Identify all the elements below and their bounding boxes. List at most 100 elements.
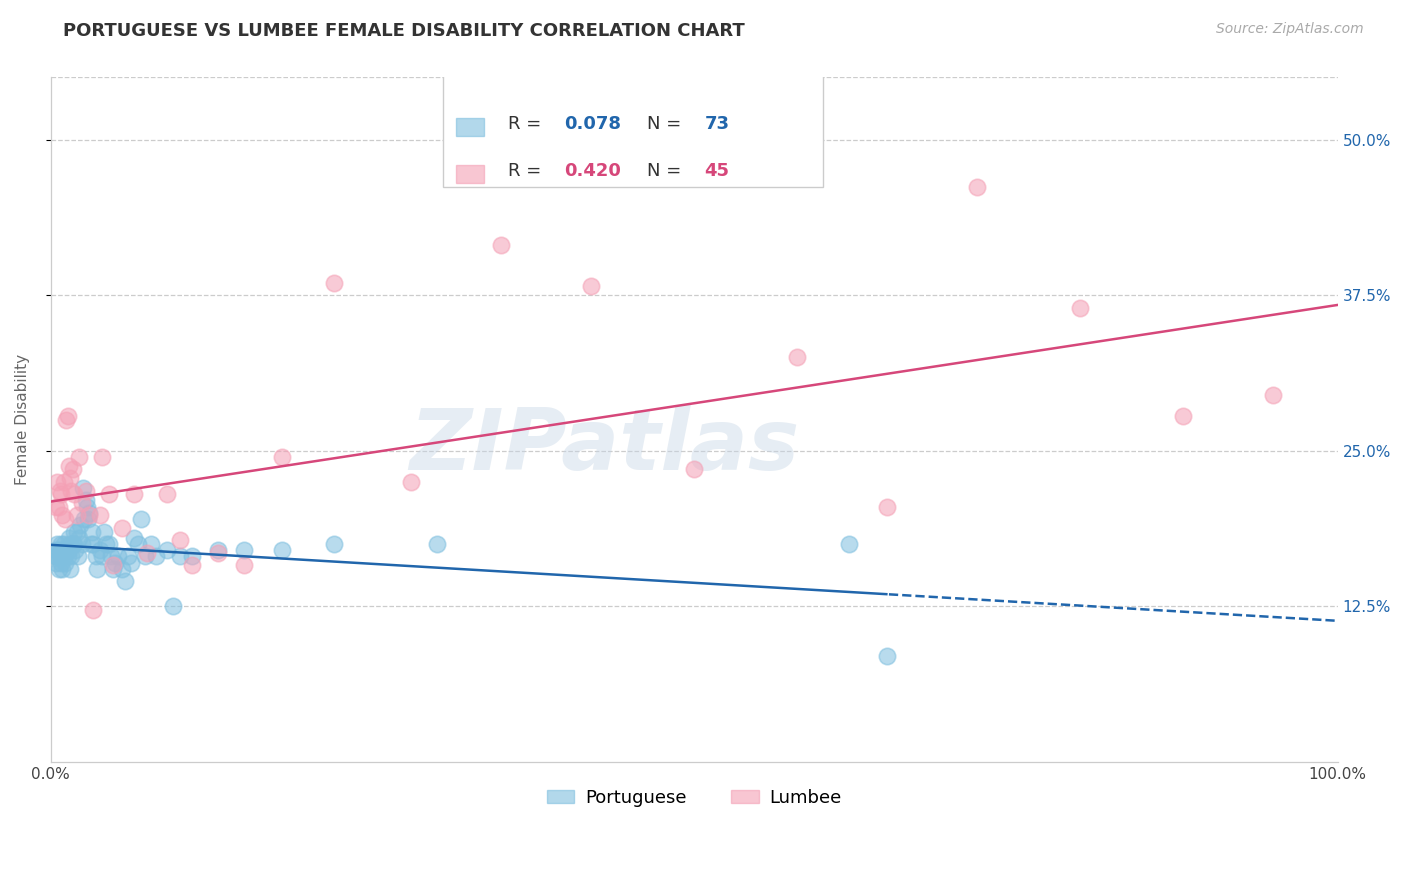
Point — [51, 543, 73, 558]
Point — [838, 537, 860, 551]
Point — [156, 543, 179, 558]
Point — [58, 543, 80, 558]
Point — [93, 524, 115, 539]
Point — [49, 487, 72, 501]
Point — [82, 537, 104, 551]
Point — [97, 487, 120, 501]
Point — [110, 562, 132, 576]
Point — [101, 562, 124, 576]
Point — [52, 549, 75, 564]
Point — [73, 512, 96, 526]
Point — [141, 537, 163, 551]
Point — [114, 574, 136, 589]
Point — [56, 409, 79, 423]
Point — [232, 543, 254, 558]
Point — [58, 458, 80, 473]
Point — [49, 549, 72, 564]
Point — [876, 500, 898, 514]
Point — [786, 351, 808, 365]
Point — [67, 450, 90, 464]
Point — [120, 556, 142, 570]
Text: N =: N = — [647, 115, 686, 133]
Point — [44, 549, 66, 564]
Point — [48, 543, 70, 558]
Point — [581, 279, 603, 293]
Point — [62, 537, 84, 551]
Point — [52, 537, 75, 551]
Point — [124, 531, 146, 545]
Point — [100, 549, 122, 564]
Point — [91, 450, 114, 464]
Point — [49, 556, 72, 570]
Point — [84, 549, 107, 564]
Point — [75, 493, 97, 508]
Point — [89, 543, 111, 558]
FancyBboxPatch shape — [443, 74, 823, 186]
Point — [156, 487, 179, 501]
Point — [169, 549, 191, 564]
Point — [52, 475, 75, 489]
Point — [323, 276, 346, 290]
Point — [55, 543, 77, 558]
Point — [59, 537, 82, 551]
Point — [48, 562, 70, 576]
Point — [75, 483, 97, 498]
Point — [966, 180, 988, 194]
Point — [59, 562, 82, 576]
Point — [1173, 409, 1195, 423]
Point — [399, 475, 422, 489]
Point — [162, 599, 184, 614]
Point — [55, 412, 77, 426]
Point — [101, 558, 124, 573]
Point — [129, 512, 152, 526]
Point — [96, 537, 118, 551]
Point — [86, 562, 108, 576]
Point — [80, 524, 103, 539]
Point — [63, 487, 86, 501]
Point — [69, 518, 91, 533]
Point — [91, 549, 114, 564]
Point — [136, 546, 159, 560]
Point — [117, 549, 139, 564]
Point — [80, 537, 103, 551]
Point — [76, 500, 98, 514]
Point — [107, 549, 129, 564]
Point — [426, 537, 449, 551]
Point — [271, 543, 294, 558]
Point — [145, 549, 167, 564]
FancyBboxPatch shape — [456, 165, 485, 184]
Point — [58, 531, 80, 545]
Point — [134, 549, 156, 564]
Point — [271, 450, 294, 464]
Point — [60, 483, 83, 498]
FancyBboxPatch shape — [456, 118, 485, 136]
Point — [46, 475, 69, 489]
Text: N =: N = — [647, 161, 686, 179]
Y-axis label: Female Disability: Female Disability — [15, 354, 30, 485]
Point — [1069, 301, 1091, 315]
Point — [97, 537, 120, 551]
Text: ZIPatlas: ZIPatlas — [409, 406, 799, 489]
Point — [104, 556, 127, 570]
Point — [45, 500, 67, 514]
Point — [51, 508, 73, 523]
Text: Source: ZipAtlas.com: Source: ZipAtlas.com — [1216, 22, 1364, 37]
Point — [72, 481, 94, 495]
Point — [1263, 388, 1285, 402]
Point — [45, 556, 67, 570]
Point — [62, 462, 84, 476]
Point — [683, 462, 706, 476]
Point — [45, 543, 67, 558]
Point — [489, 238, 512, 252]
Point — [181, 558, 204, 573]
Text: R =: R = — [508, 115, 547, 133]
Text: 0.078: 0.078 — [564, 115, 621, 133]
Point — [63, 524, 86, 539]
Text: R =: R = — [508, 161, 547, 179]
Point — [207, 543, 229, 558]
Point — [79, 506, 101, 520]
Point — [46, 549, 69, 564]
Point — [82, 603, 104, 617]
Point — [48, 500, 70, 514]
Point — [65, 508, 87, 523]
